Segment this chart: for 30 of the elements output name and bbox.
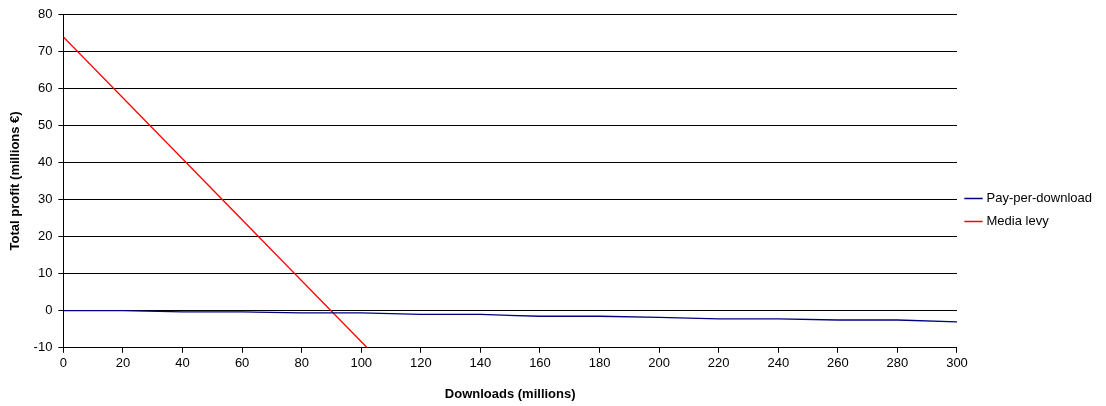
y-axis-title: Total profit (millions €) (7, 111, 23, 251)
y-tick-label: 50 (37, 116, 53, 132)
x-tick-label: 40 (175, 355, 190, 371)
y-tick-label: 40 (37, 153, 53, 169)
y-tick-label: 70 (37, 42, 53, 58)
x-tick-label: 120 (409, 355, 432, 371)
x-tick-label: 300 (946, 355, 968, 371)
x-axis-title: Downloads (millions) (444, 385, 576, 401)
x-tick-label: 180 (588, 355, 611, 371)
x-tick-label: 240 (767, 355, 790, 371)
x-tick-label: 60 (234, 355, 250, 371)
y-tick-label: -10 (33, 339, 53, 355)
x-tick-label: 20 (115, 355, 131, 371)
y-tick-label: 60 (37, 79, 53, 95)
legend-label: Media levy (986, 213, 1050, 229)
y-tick-label: 30 (37, 191, 53, 207)
x-tick-label: 200 (648, 355, 670, 371)
y-tick-label: 0 (45, 302, 53, 318)
x-tick-label: 0 (59, 355, 68, 371)
x-tick-label: 80 (294, 355, 309, 371)
y-tick-label: 20 (37, 228, 53, 244)
x-tick-label: 160 (529, 355, 551, 371)
y-tick-label: 10 (37, 265, 53, 281)
x-tick-label: 140 (469, 355, 492, 371)
x-tick-label: 280 (886, 355, 909, 371)
x-tick-label: 260 (827, 355, 849, 371)
y-tick-label: 80 (37, 5, 53, 21)
x-tick-label: 100 (350, 355, 373, 371)
legend-label: Pay-per-download (986, 190, 1093, 206)
x-tick-label: 220 (707, 355, 730, 371)
